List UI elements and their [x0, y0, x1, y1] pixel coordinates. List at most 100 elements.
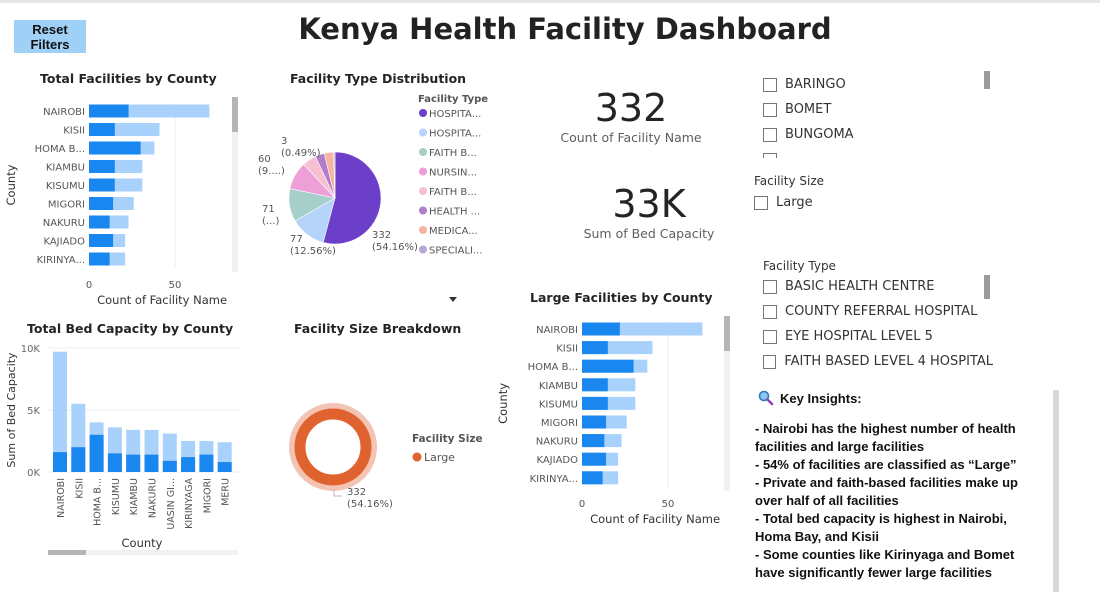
bar[interactable] [53, 452, 67, 472]
bar[interactable] [126, 454, 141, 472]
slicer-item-bomet[interactable]: BOMET [763, 97, 983, 122]
legend-marker [419, 187, 427, 195]
bar[interactable] [582, 415, 607, 429]
category-label: NAIROBI [536, 325, 578, 336]
bar[interactable] [162, 460, 177, 472]
slicer-item-large[interactable]: Large [754, 190, 813, 215]
checkbox[interactable] [763, 102, 777, 117]
chart-scroll-track[interactable] [232, 97, 238, 272]
bar[interactable] [582, 359, 634, 373]
data-label: 332 (54.16%) [347, 487, 393, 510]
bar[interactable] [89, 252, 110, 266]
legend-title: Facility Size [412, 433, 483, 445]
bar[interactable] [582, 452, 607, 466]
reset-filters-button[interactable]: Reset Filters [14, 20, 86, 53]
legend-item[interactable]: NURSIN... [429, 168, 477, 179]
bar[interactable] [217, 462, 232, 472]
bar[interactable] [89, 141, 141, 155]
checkbox[interactable] [763, 77, 777, 92]
category-label: NAKURU [536, 437, 578, 448]
bar[interactable] [89, 434, 104, 472]
slicer-item-baringo[interactable]: BARINGO [763, 72, 983, 97]
slicer-item-label: Large [776, 195, 813, 210]
legend-item[interactable]: Large [424, 451, 455, 464]
checkbox[interactable] [754, 195, 768, 210]
county-slicer-scrollbar[interactable] [984, 71, 990, 89]
insights-scrollbar[interactable] [1053, 390, 1059, 592]
legend-marker [419, 109, 427, 117]
insight-line: - Total bed capacity is highest in Nairo… [755, 511, 1007, 526]
bar[interactable] [582, 471, 603, 485]
checkbox[interactable] [763, 354, 777, 369]
chart-scroll-track[interactable] [724, 316, 730, 491]
bar[interactable] [582, 341, 608, 355]
slicer-item-eye-hospital[interactable]: EYE HOSPITAL LEVEL 5 [763, 324, 993, 349]
slicer-item-bungoma[interactable]: BUNGOMA [763, 122, 983, 147]
category-label: KAJIADO [43, 237, 85, 248]
legend-item[interactable]: SPECIALI... [429, 246, 483, 257]
chart-scrollbar[interactable] [48, 550, 86, 555]
legend-title: Facility Type [418, 94, 488, 105]
bar[interactable] [582, 378, 608, 392]
insight-line: - Private and faith-based facilities mak… [755, 475, 1018, 490]
legend-item[interactable]: MEDICA... [429, 226, 478, 237]
category-label: KIRINYA... [37, 255, 85, 266]
bar[interactable] [71, 447, 86, 472]
legend-item[interactable]: HOSPITA... [429, 109, 481, 120]
checkbox[interactable] [763, 279, 777, 294]
bar[interactable] [144, 454, 159, 472]
slicer-item-county-referral[interactable]: COUNTY REFERRAL HOSPITAL [763, 299, 993, 324]
legend-item[interactable]: FAITH B... [429, 148, 477, 159]
magnifier-icon [758, 390, 774, 406]
category-label: MIGORI [202, 478, 213, 513]
chart-scrollbar[interactable] [232, 97, 238, 132]
category-label: HOMA B... [35, 144, 85, 155]
chart-scroll-track[interactable] [48, 550, 238, 555]
slicer-item-label: BARINGO [785, 77, 846, 92]
legend-item[interactable]: FAITH B... [429, 187, 477, 198]
bar[interactable] [89, 123, 115, 136]
checkbox[interactable] [763, 304, 777, 319]
kpi-label: Sum of Bed Capacity [583, 226, 715, 241]
bar[interactable] [89, 160, 115, 173]
checkbox[interactable] [763, 127, 777, 142]
bar[interactable] [89, 104, 129, 118]
bar[interactable] [89, 234, 114, 247]
bar[interactable] [89, 215, 110, 229]
bar[interactable] [582, 322, 620, 336]
checkbox[interactable] [763, 329, 777, 344]
bar[interactable] [53, 351, 67, 472]
x-axis-title: Count of Facility Name [590, 512, 720, 526]
chart-title-types: Facility Type Distribution [290, 71, 467, 86]
pie-slice[interactable] [322, 151, 382, 245]
legend-item[interactable]: HEALTH ... [429, 207, 480, 218]
data-label: 3 (0.49%) [281, 136, 321, 159]
bar[interactable] [89, 197, 114, 210]
slicer-item-partial[interactable] [763, 147, 983, 158]
type-slicer: BASIC HEALTH CENTRE COUNTY REFERRAL HOSP… [763, 274, 993, 382]
category-label: KIAMBU [129, 478, 140, 515]
bar[interactable] [107, 453, 122, 472]
legend-item[interactable]: HOSPITA... [429, 129, 481, 140]
insight-line: facilities and large facilities [755, 439, 925, 454]
y-axis-title: County [496, 383, 510, 424]
checkbox[interactable] [763, 152, 777, 158]
bar[interactable] [181, 457, 196, 472]
category-label: NAIROBI [43, 107, 85, 118]
bar[interactable] [582, 396, 608, 410]
slicer-item-basic-health-centre[interactable]: BASIC HEALTH CENTRE [763, 274, 993, 299]
donut-slice[interactable] [294, 408, 372, 486]
bar[interactable] [199, 454, 214, 472]
type-slicer-scrollbar[interactable] [984, 275, 990, 299]
size-slicer-title: Facility Size [754, 174, 825, 188]
bar[interactable] [582, 434, 605, 448]
slicer-item-faith-based-l4[interactable]: FAITH BASED LEVEL 4 HOSPITAL [763, 349, 993, 374]
chart-scrollbar[interactable] [724, 316, 730, 351]
bar[interactable] [89, 178, 115, 192]
category-label: MIGORI [541, 418, 578, 429]
legend-scroll-down-icon[interactable] [449, 297, 457, 302]
legend-marker [419, 128, 427, 137]
category-label: KISII [63, 126, 85, 137]
pie-slice[interactable] [333, 151, 336, 199]
